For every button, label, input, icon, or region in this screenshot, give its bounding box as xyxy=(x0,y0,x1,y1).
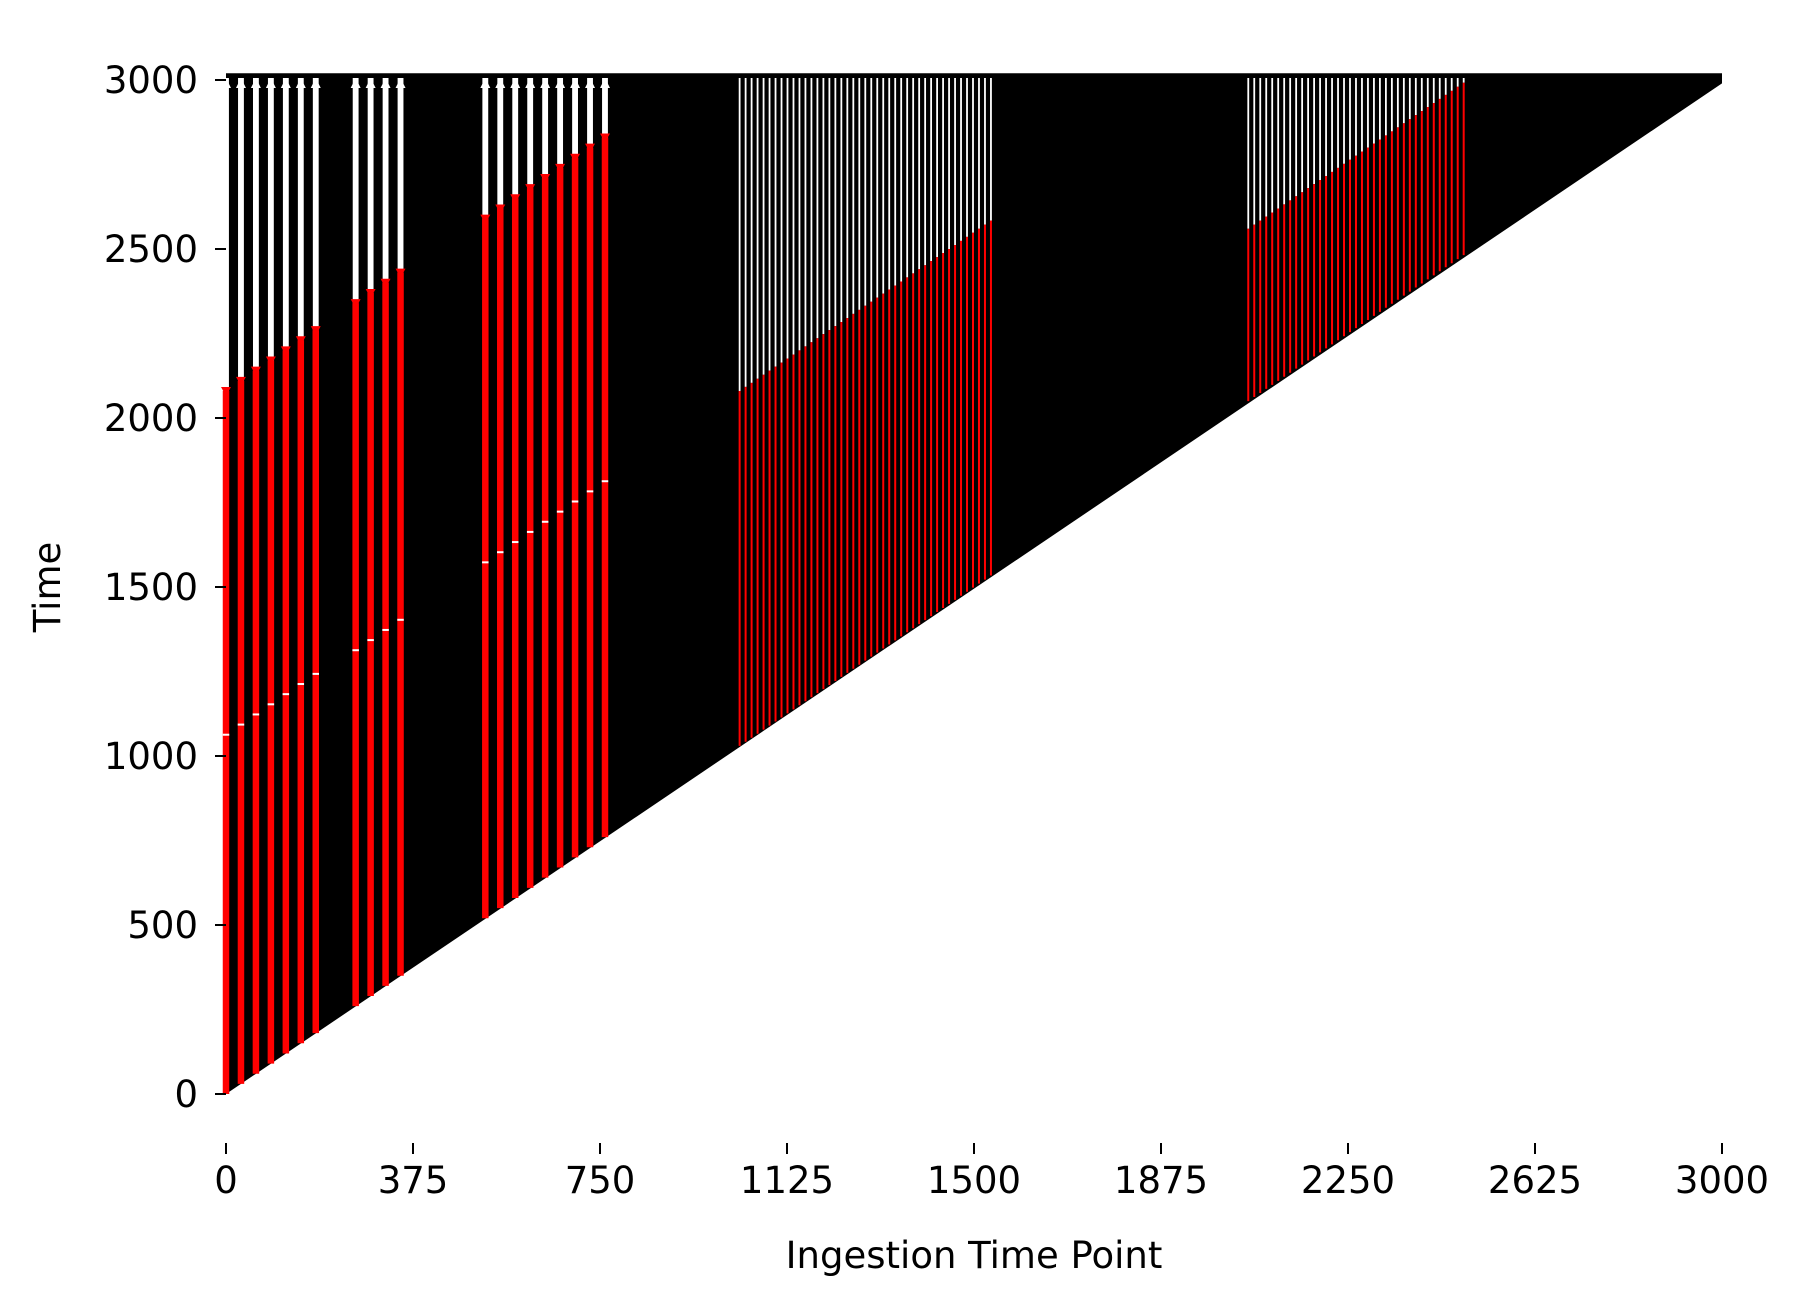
bar-marker-down xyxy=(250,366,261,376)
bar-marker-down xyxy=(295,336,306,346)
bar-marker-up xyxy=(570,78,581,88)
x-tick-label: 3000 xyxy=(1675,1159,1769,1202)
bar-marker-down xyxy=(380,278,391,288)
x-tick-label: 750 xyxy=(565,1159,636,1202)
bar-marker-down xyxy=(395,268,406,278)
bar-marker-down xyxy=(350,299,361,309)
bar-marker-down xyxy=(365,288,376,298)
y-tick-label: 2500 xyxy=(104,228,198,271)
bar-marker-up xyxy=(599,78,610,88)
y-tick-label: 500 xyxy=(127,904,198,947)
bar-marker-up xyxy=(555,78,566,88)
x-tick-label: 2250 xyxy=(1301,1159,1395,1202)
bar-marker-down xyxy=(525,184,536,194)
y-axis: 0 500 1000 1500 2000 2500 3000 xyxy=(104,59,226,1116)
bar-marker-up xyxy=(250,78,261,88)
bar-marker-down xyxy=(599,133,610,143)
bar-marker-down xyxy=(555,163,566,173)
bar-marker-up xyxy=(265,78,276,88)
x-tick-label: 1875 xyxy=(1114,1159,1208,1202)
bar-marker-down xyxy=(540,174,551,184)
bar-marker-down xyxy=(495,204,506,214)
bar-marker-down xyxy=(480,214,491,224)
y-tick-label: 1500 xyxy=(104,566,198,609)
y-tick-label: 3000 xyxy=(104,59,198,102)
bar-marker-down xyxy=(510,194,521,204)
bar-marker-up xyxy=(510,78,521,88)
x-tick-label: 1500 xyxy=(927,1159,1021,1202)
bar-marker-up xyxy=(235,78,246,88)
bar-marker-up xyxy=(480,78,491,88)
bar-marker-up xyxy=(380,78,391,88)
bar-marker-up xyxy=(495,78,506,88)
bar-marker-down xyxy=(235,376,246,386)
bar-marker-up xyxy=(540,78,551,88)
bar-marker-down xyxy=(570,153,581,163)
bar-marker-up xyxy=(280,78,291,88)
x-axis: 0 375 750 1125 1500 1875 2250 2625 3000 xyxy=(214,1143,1769,1202)
bar-marker-up xyxy=(525,78,536,88)
bar-marker-down xyxy=(310,326,321,336)
bar-marker-down xyxy=(221,386,231,396)
bar-marker-down xyxy=(265,356,276,366)
x-tick-label: 1125 xyxy=(740,1159,834,1202)
bar-marker-up xyxy=(365,78,376,88)
bar-marker-up xyxy=(395,78,406,88)
y-tick-label: 0 xyxy=(174,1073,198,1116)
y-tick-label: 2000 xyxy=(104,397,198,440)
x-axis-label: Ingestion Time Point xyxy=(786,1234,1163,1277)
x-tick-label: 0 xyxy=(214,1159,238,1202)
y-axis-label: Time xyxy=(26,542,69,634)
bars-layer xyxy=(221,78,1465,1094)
y-tick-label: 1000 xyxy=(104,735,198,778)
bar-marker-down xyxy=(280,346,291,356)
bar-marker-up xyxy=(221,78,231,88)
bar-marker-down xyxy=(585,143,596,153)
x-tick-label: 375 xyxy=(378,1159,449,1202)
bar-marker-up xyxy=(350,78,361,88)
bar-marker-up xyxy=(585,78,596,88)
bar-marker-up xyxy=(310,78,321,88)
x-tick-label: 2625 xyxy=(1488,1159,1582,1202)
bar-marker-up xyxy=(295,78,306,88)
